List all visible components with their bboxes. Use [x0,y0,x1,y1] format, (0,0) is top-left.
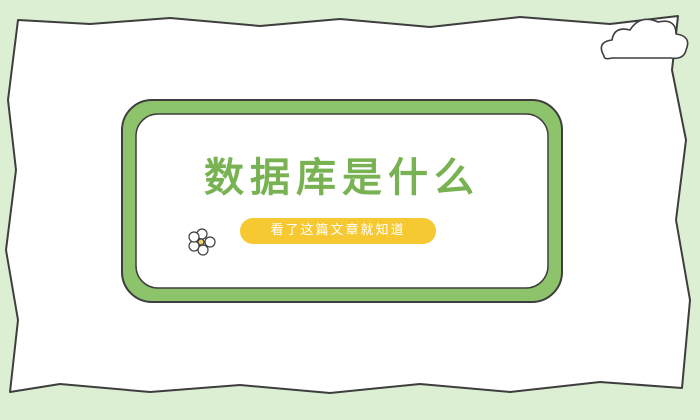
subtitle-tag: 看了这篇文章就知道 [240,218,436,244]
flower-icon [188,228,216,256]
title-banner: 数据库是什么 看了这篇文章就知道 [140,112,544,290]
banner-inner [135,113,549,289]
page-title: 数据库是什么 [204,155,480,201]
cloud-icon [600,18,689,60]
